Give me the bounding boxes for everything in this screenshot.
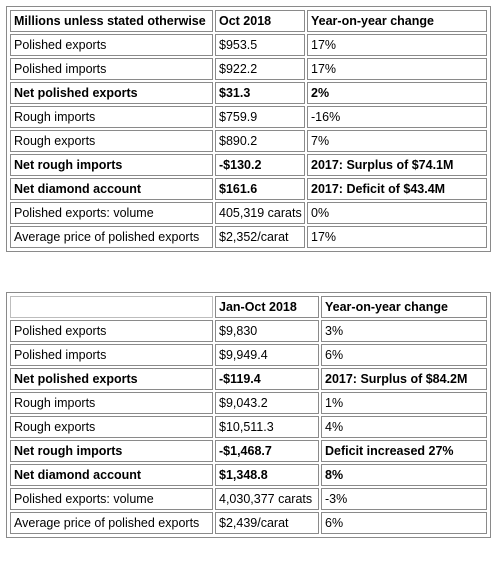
row-change: 7% xyxy=(307,130,487,152)
row-change: 2% xyxy=(307,82,487,104)
row-change: 2017: Surplus of $84.2M xyxy=(321,368,487,390)
row-change: 17% xyxy=(307,226,487,248)
row-label: Rough exports xyxy=(10,416,213,438)
row-label: Net polished exports xyxy=(10,82,213,104)
table-row: Net diamond account $161.6 2017: Deficit o… xyxy=(10,178,487,200)
row-value: 405,319 carats xyxy=(215,202,305,224)
row-value: -$1,468.7 xyxy=(215,440,319,462)
row-value: $31.3 xyxy=(215,82,305,104)
table-row: Polished imports $9,949.4 6% xyxy=(10,344,487,366)
table-row: Rough imports $9,043.2 1% xyxy=(10,392,487,414)
row-value: -$119.4 xyxy=(215,368,319,390)
table-row: Polished exports $9,830 3% xyxy=(10,320,487,342)
row-label: Rough exports xyxy=(10,130,213,152)
row-label: Average price of polished exports xyxy=(10,226,213,248)
row-label: Polished exports xyxy=(10,34,213,56)
row-label: Polished imports xyxy=(10,58,213,80)
row-value: $922.2 xyxy=(215,58,305,80)
table-row: Polished exports: volume 4,030,377 carats… xyxy=(10,488,487,510)
row-change: 2017: Surplus of $74.1M xyxy=(307,154,487,176)
row-change: 8% xyxy=(321,464,487,486)
row-change: 17% xyxy=(307,34,487,56)
row-change: -16% xyxy=(307,106,487,128)
table-row: Rough exports $890.2 7% xyxy=(10,130,487,152)
row-change: -3% xyxy=(321,488,487,510)
row-value: $9,949.4 xyxy=(215,344,319,366)
header-period: Oct 2018 xyxy=(215,10,305,32)
table-row: Polished imports $922.2 17% xyxy=(10,58,487,80)
table-row: Average price of polished exports $2,352/… xyxy=(10,226,487,248)
row-value: $953.5 xyxy=(215,34,305,56)
header-change: Year-on-year change xyxy=(307,10,487,32)
row-label: Polished exports: volume xyxy=(10,202,213,224)
row-value: 4,030,377 carats xyxy=(215,488,319,510)
row-value: $161.6 xyxy=(215,178,305,200)
year-to-date-diamond-table: Jan-Oct 2018 Year-on-year change Polishe… xyxy=(6,292,491,538)
row-label: Average price of polished exports xyxy=(10,512,213,534)
table-body: Polished exports $953.5 17% Polished import… xyxy=(10,34,487,248)
header-label: Millions unless stated otherwise xyxy=(10,10,213,32)
row-label: Rough imports xyxy=(10,392,213,414)
table-row: Net polished exports -$119.4 2017: Surplus… xyxy=(10,368,487,390)
row-change: 1% xyxy=(321,392,487,414)
row-label: Net polished exports xyxy=(10,368,213,390)
table-header-row: Millions unless stated otherwise Oct 201… xyxy=(10,10,487,32)
row-value: $2,352/carat xyxy=(215,226,305,248)
row-label: Polished exports: volume xyxy=(10,488,213,510)
table-row: Rough imports $759.9 -16% xyxy=(10,106,487,128)
table-header-row: Jan-Oct 2018 Year-on-year change xyxy=(10,296,487,318)
table-row: Net rough imports -$1,468.7 Deficit increa… xyxy=(10,440,487,462)
row-value: $1,348.8 xyxy=(215,464,319,486)
row-value: $759.9 xyxy=(215,106,305,128)
row-change: 4% xyxy=(321,416,487,438)
row-value: $9,043.2 xyxy=(215,392,319,414)
row-value: $890.2 xyxy=(215,130,305,152)
header-label xyxy=(10,296,213,318)
row-value: $10,511.3 xyxy=(215,416,319,438)
header-period: Jan-Oct 2018 xyxy=(215,296,319,318)
row-change: 0% xyxy=(307,202,487,224)
table-row: Net polished exports $31.3 2% xyxy=(10,82,487,104)
row-label: Net rough imports xyxy=(10,154,213,176)
table-row: Net rough imports -$130.2 2017: Surplus of… xyxy=(10,154,487,176)
table-row: Average price of polished exports $2,439/… xyxy=(10,512,487,534)
row-label: Net diamond account xyxy=(10,464,213,486)
row-label: Polished exports xyxy=(10,320,213,342)
row-value: $9,830 xyxy=(215,320,319,342)
row-label: Polished imports xyxy=(10,344,213,366)
table-body: Polished exports $9,830 3% Polished imports… xyxy=(10,320,487,534)
row-change: 3% xyxy=(321,320,487,342)
row-change: Deficit increased 27% xyxy=(321,440,487,462)
row-label: Net diamond account xyxy=(10,178,213,200)
row-change: 17% xyxy=(307,58,487,80)
table-row: Net diamond account $1,348.8 8% xyxy=(10,464,487,486)
monthly-diamond-table: Millions unless stated otherwise Oct 201… xyxy=(6,6,491,252)
row-label: Net rough imports xyxy=(10,440,213,462)
table-row: Rough exports $10,511.3 4% xyxy=(10,416,487,438)
row-value: -$130.2 xyxy=(215,154,305,176)
row-label: Rough imports xyxy=(10,106,213,128)
row-change: 2017: Deficit of $43.4M xyxy=(307,178,487,200)
row-value: $2,439/carat xyxy=(215,512,319,534)
table-row: Polished exports: volume 405,319 carats 0% xyxy=(10,202,487,224)
header-change: Year-on-year change xyxy=(321,296,487,318)
table-row: Polished exports $953.5 17% xyxy=(10,34,487,56)
row-change: 6% xyxy=(321,344,487,366)
row-change: 6% xyxy=(321,512,487,534)
